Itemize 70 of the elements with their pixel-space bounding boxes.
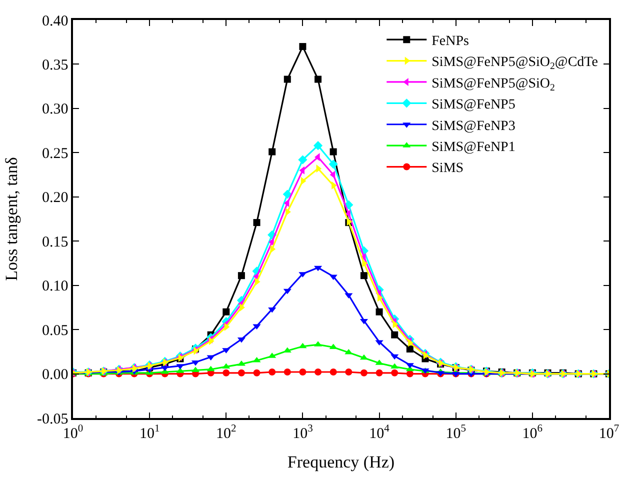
y-tick-label: 0.15 bbox=[42, 234, 68, 250]
point bbox=[314, 76, 322, 83]
point bbox=[284, 76, 291, 83]
point bbox=[206, 366, 215, 372]
point bbox=[360, 369, 368, 376]
legend-label: SiMS@FeNP1 bbox=[432, 140, 516, 156]
point bbox=[253, 219, 260, 226]
point bbox=[360, 272, 368, 280]
point bbox=[238, 369, 245, 376]
point bbox=[299, 43, 306, 50]
legend-label: SiMS@FeNP5@SiO$_{2}$ bbox=[432, 76, 556, 94]
point bbox=[376, 308, 383, 316]
point bbox=[344, 200, 354, 210]
x-tick-label: 10$^{1}$ bbox=[139, 423, 160, 442]
point bbox=[284, 368, 291, 376]
point bbox=[330, 170, 336, 179]
point bbox=[345, 368, 352, 376]
point bbox=[328, 160, 338, 169]
legend-label: SiMS@FeNP3 bbox=[432, 118, 516, 134]
point bbox=[299, 368, 306, 376]
point bbox=[268, 148, 276, 156]
point bbox=[282, 190, 292, 199]
y-tick-label: 0.30 bbox=[42, 102, 68, 118]
point bbox=[270, 245, 276, 254]
point bbox=[284, 199, 290, 208]
x-tick-label: 10$^{3}$ bbox=[292, 423, 313, 442]
y-tick-label: 0.00 bbox=[42, 367, 68, 384]
point bbox=[344, 293, 353, 299]
point bbox=[313, 141, 323, 150]
x-tick-label: 10$^{2}$ bbox=[216, 423, 236, 442]
point bbox=[252, 324, 261, 330]
y-tick-label: 0.20 bbox=[42, 190, 68, 206]
point bbox=[268, 307, 276, 313]
legend-label: SiMS@FeNP5 bbox=[432, 98, 516, 113]
point bbox=[314, 368, 322, 376]
point bbox=[222, 308, 230, 316]
point bbox=[392, 320, 398, 328]
point bbox=[253, 369, 260, 376]
point bbox=[330, 368, 337, 376]
point bbox=[298, 342, 307, 348]
y-axis-title: Loss tangent, tanδ bbox=[2, 157, 22, 281]
x-axis-title: Frequency (Hz) bbox=[287, 452, 395, 472]
x-tick-label: 10$^{5}$ bbox=[446, 423, 466, 442]
y-tick-label: 0.40 bbox=[42, 13, 68, 30]
legend-label: SiMS bbox=[432, 161, 464, 176]
point bbox=[391, 369, 398, 376]
y-tick-label: 0.25 bbox=[42, 146, 68, 162]
point bbox=[224, 322, 230, 331]
point bbox=[390, 354, 399, 360]
x-tick-label: 10$^{6}$ bbox=[522, 423, 543, 442]
point bbox=[406, 370, 414, 378]
point bbox=[330, 148, 337, 156]
point bbox=[406, 346, 414, 353]
y-tick-label: 0.05 bbox=[42, 322, 68, 339]
point bbox=[316, 164, 322, 173]
point bbox=[376, 369, 383, 376]
point bbox=[283, 288, 292, 294]
point bbox=[160, 366, 169, 372]
legend-label: FeNPs bbox=[432, 34, 469, 50]
x-tick-label: 10$^{7}$ bbox=[598, 423, 620, 442]
point bbox=[268, 368, 276, 376]
y-tick-label: 0.10 bbox=[42, 278, 68, 295]
point bbox=[238, 272, 245, 280]
point bbox=[298, 155, 308, 164]
point bbox=[222, 369, 230, 376]
point bbox=[391, 331, 398, 338]
legend-label: SiMS@FeNP5@SiO$_{2}$@CdTe bbox=[432, 55, 598, 72]
point bbox=[283, 347, 292, 353]
x-tick-label: 10$^{4}$ bbox=[369, 423, 390, 442]
y-tick-label: 0.35 bbox=[42, 57, 68, 74]
